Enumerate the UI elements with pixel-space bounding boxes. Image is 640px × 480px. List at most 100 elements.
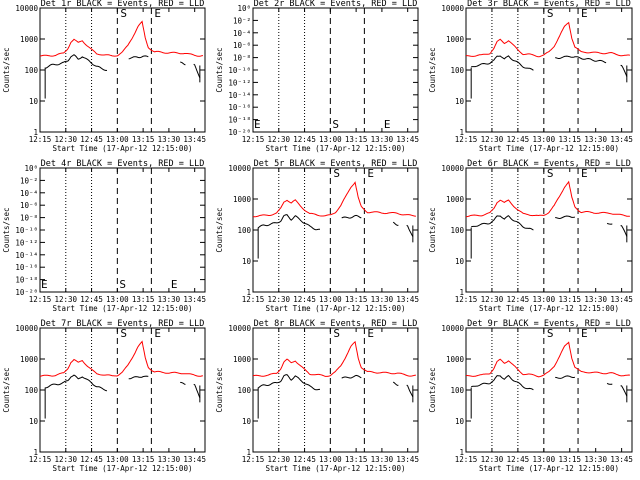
x-tick-label: 12:15 (455, 135, 478, 144)
x-axis-label: Start Time (17-Apr-12 12:15:00) (479, 144, 619, 153)
x-axis-label: Start Time (17-Apr-12 12:15:00) (266, 304, 406, 313)
marker-label-start: S (119, 278, 126, 291)
x-tick-label: 12:45 (293, 455, 316, 464)
x-tick-label: 13:00 (533, 135, 556, 144)
x-tick-label: 12:15 (29, 135, 52, 144)
y-axis-label: Counts/sec (215, 47, 224, 92)
x-tick-label: 13:15 (345, 135, 368, 144)
marker-label-start: S (333, 327, 340, 340)
x-tick-label: 13:30 (158, 135, 181, 144)
plot-frame (465, 327, 633, 453)
x-tick-label: 12:30 (267, 455, 290, 464)
x-axis-label: Start Time (17-Apr-12 12:15:00) (266, 144, 406, 153)
x-tick-label: 12:30 (481, 455, 504, 464)
panel-title: Det 8r BLACK = Events, RED = LLD (254, 319, 418, 329)
detector-panel-5: Det 5r BLACK = Events, RED = LLD 1 10 100 10… (215, 159, 419, 313)
y-tick-label: 10⁻¹² (15, 238, 38, 247)
y-tick-label: 100 (237, 226, 251, 235)
events-series-line (606, 382, 613, 385)
y-tick-label: 10⁰ (237, 4, 251, 13)
x-tick-label: 13:30 (158, 295, 181, 304)
x-tick-label: 13:00 (106, 295, 129, 304)
events-series-line (471, 374, 534, 391)
x-tick-label: 13:00 (319, 455, 342, 464)
y-tick-label: 1000 (20, 35, 39, 44)
panel-title: Det 6r BLACK = Events, RED = LLD (467, 159, 631, 169)
y-tick-label: 1000 (20, 355, 39, 364)
y-tick-label: 10⁻¹⁶ (15, 263, 38, 272)
x-tick-label: 12:45 (293, 295, 316, 304)
x-tick-label: 13:00 (106, 455, 129, 464)
x-tick-label: 13:15 (558, 135, 581, 144)
marker-label-start: S (547, 167, 554, 180)
detector-panel-7: Det 7r BLACK = Events, RED = LLD 1 10 100 10… (2, 319, 206, 473)
panel-title: Det 1r BLACK = Events, RED = LLD (41, 0, 205, 9)
y-tick-label: 10⁻²⁰ (15, 288, 38, 297)
plot-frame (465, 167, 633, 293)
y-tick-label: 10000 (228, 164, 251, 173)
y-tick-label: 10⁻⁸ (20, 214, 38, 223)
marker-label-end: E (154, 7, 161, 20)
x-tick-label: 12:30 (481, 135, 504, 144)
events-series-line (180, 61, 186, 66)
x-tick-label: 13:45 (396, 135, 419, 144)
y-tick-label: 1000 (233, 355, 252, 364)
y-tick-label: 10⁻¹⁴ (228, 91, 251, 100)
lld-series-line (466, 341, 630, 378)
panel-title: Det 5r BLACK = Events, RED = LLD (254, 159, 418, 169)
events-series-line (392, 381, 399, 386)
panel-title: Det 3r BLACK = Events, RED = LLD (467, 0, 631, 9)
y-tick-label: 10000 (15, 4, 38, 13)
marker-label-end: E (384, 118, 391, 131)
y-tick-label: 1 (459, 288, 464, 297)
x-tick-label: 13:30 (584, 295, 607, 304)
events-series-line (606, 222, 613, 225)
y-tick-label: 1 (246, 448, 251, 457)
x-tick-label: 12:15 (242, 455, 265, 464)
y-tick-label: 1 (459, 128, 464, 137)
x-tick-label: 12:30 (267, 135, 290, 144)
marker-label-end: E (254, 118, 261, 131)
events-series-line (555, 55, 607, 64)
y-tick-label: 10000 (441, 324, 464, 333)
panel-title: Det 4r BLACK = Events, RED = LLD (41, 159, 205, 169)
marker-label-start: S (120, 327, 127, 340)
y-tick-label: 10 (29, 97, 39, 106)
y-tick-label: 10⁻¹⁰ (228, 66, 251, 75)
x-tick-label: 12:15 (455, 295, 478, 304)
y-tick-label: 10⁻² (233, 16, 251, 25)
y-tick-label: 100 (237, 386, 251, 395)
y-tick-label: 10⁻⁴ (20, 189, 38, 198)
lld-series-line (252, 340, 416, 377)
marker-label-end: E (367, 327, 374, 340)
x-tick-label: 12:45 (507, 455, 530, 464)
x-axis-label: Start Time (17-Apr-12 12:15:00) (53, 144, 193, 153)
y-tick-label: 10⁻⁶ (20, 201, 38, 210)
x-tick-label: 12:15 (455, 455, 478, 464)
marker-label-start: S (547, 7, 554, 20)
marker-label-end: E (154, 327, 161, 340)
x-tick-label: 12:45 (507, 135, 530, 144)
x-tick-label: 13:30 (584, 135, 607, 144)
x-tick-label: 12:30 (54, 295, 77, 304)
x-tick-label: 13:45 (396, 295, 419, 304)
plot-frame (39, 7, 206, 133)
y-tick-label: 10⁻¹⁰ (15, 226, 38, 235)
x-tick-label: 13:30 (584, 455, 607, 464)
x-tick-label: 13:45 (610, 295, 633, 304)
y-tick-label: 10⁻¹⁸ (15, 276, 38, 285)
y-tick-label: 10⁻⁸ (233, 54, 251, 63)
marker-label-start: S (120, 7, 127, 20)
y-axis-label: Counts/sec (2, 47, 11, 92)
y-tick-label: 10⁻⁶ (233, 41, 251, 50)
x-tick-label: 13:30 (158, 455, 181, 464)
x-tick-label: 12:30 (267, 295, 290, 304)
y-tick-label: 10⁻²⁰ (228, 128, 251, 137)
y-tick-label: 100 (450, 66, 464, 75)
marker-label-start: S (332, 118, 339, 131)
x-tick-label: 12:45 (507, 295, 530, 304)
y-tick-label: 1 (246, 288, 251, 297)
panel-title: Det 7r BLACK = Events, RED = LLD (41, 319, 205, 329)
plot-frame (39, 167, 206, 293)
